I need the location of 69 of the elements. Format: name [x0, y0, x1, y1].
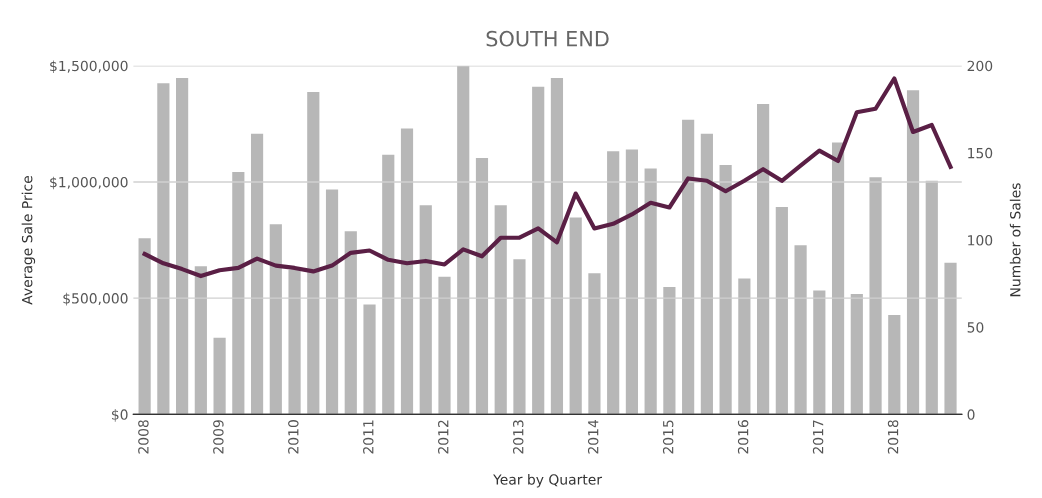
x-tick-label: 2011 [363, 420, 374, 454]
bar [719, 165, 732, 415]
bar [850, 294, 863, 415]
bar [419, 205, 432, 415]
bar [550, 77, 564, 415]
bar [757, 104, 770, 415]
bar [288, 269, 301, 415]
y2-tick-label: 0 [967, 409, 975, 420]
y2-tick-label: 150 [968, 147, 993, 159]
x-tick-label: 2013 [512, 420, 524, 454]
bar [475, 158, 489, 415]
bar [269, 224, 282, 415]
x-tick-label: 2010 [288, 420, 299, 454]
bar [569, 217, 582, 415]
bar [307, 91, 320, 415]
x-tick-label: 2015 [662, 420, 674, 454]
bar [869, 177, 882, 415]
bar [607, 151, 620, 415]
bar [382, 154, 395, 415]
bar [176, 77, 189, 415]
x-tick-label: 2017 [812, 420, 824, 454]
y2-tick-label: 100 [968, 235, 993, 246]
bar [532, 86, 545, 415]
bar [738, 278, 751, 415]
bar [944, 262, 957, 415]
bar [813, 290, 826, 415]
x-tick-label: 2009 [213, 420, 224, 454]
y2-tick-label: 50 [967, 322, 984, 333]
x-axis-title: Year by Quarter [493, 473, 603, 488]
bar [213, 337, 226, 415]
bar [644, 168, 657, 415]
x-tick-label: 2012 [438, 420, 449, 454]
chart-title: SOUTH END [486, 30, 609, 47]
bar [925, 180, 938, 415]
x-tick-label: 2016 [737, 420, 749, 454]
bar [888, 314, 901, 415]
bar [232, 172, 245, 415]
bar [363, 304, 376, 415]
bar [700, 133, 713, 415]
bar [831, 142, 845, 415]
bar [775, 206, 788, 415]
y-tick-label: $1,500,000 [50, 60, 128, 74]
y-tick-label: $0 [111, 409, 128, 422]
y-axis-title: Average Sale Price [21, 176, 36, 305]
x-tick-label: 2018 [887, 420, 899, 454]
bar [663, 287, 676, 415]
bar [138, 238, 151, 415]
bar [906, 90, 920, 415]
bar [588, 273, 601, 415]
y2-axis-title: Number of Sales [1009, 183, 1021, 297]
x-tick-label: 2008 [138, 420, 149, 454]
y-tick-label: $1,000,000 [50, 176, 128, 190]
bar [457, 65, 470, 415]
y2-tick-label: 200 [967, 60, 993, 72]
bar [400, 128, 414, 415]
bar [682, 119, 695, 415]
bar [794, 245, 807, 415]
line-series [142, 76, 953, 279]
bar [325, 189, 339, 415]
bar [250, 133, 264, 415]
bar [625, 149, 638, 415]
bar [194, 266, 207, 415]
bar [157, 83, 170, 415]
bar [344, 231, 357, 415]
y-tick-label: $500,000 [63, 292, 128, 306]
bar [513, 259, 526, 415]
bar [438, 276, 451, 415]
x-tick-label: 2014 [587, 419, 599, 454]
bar [494, 205, 507, 415]
